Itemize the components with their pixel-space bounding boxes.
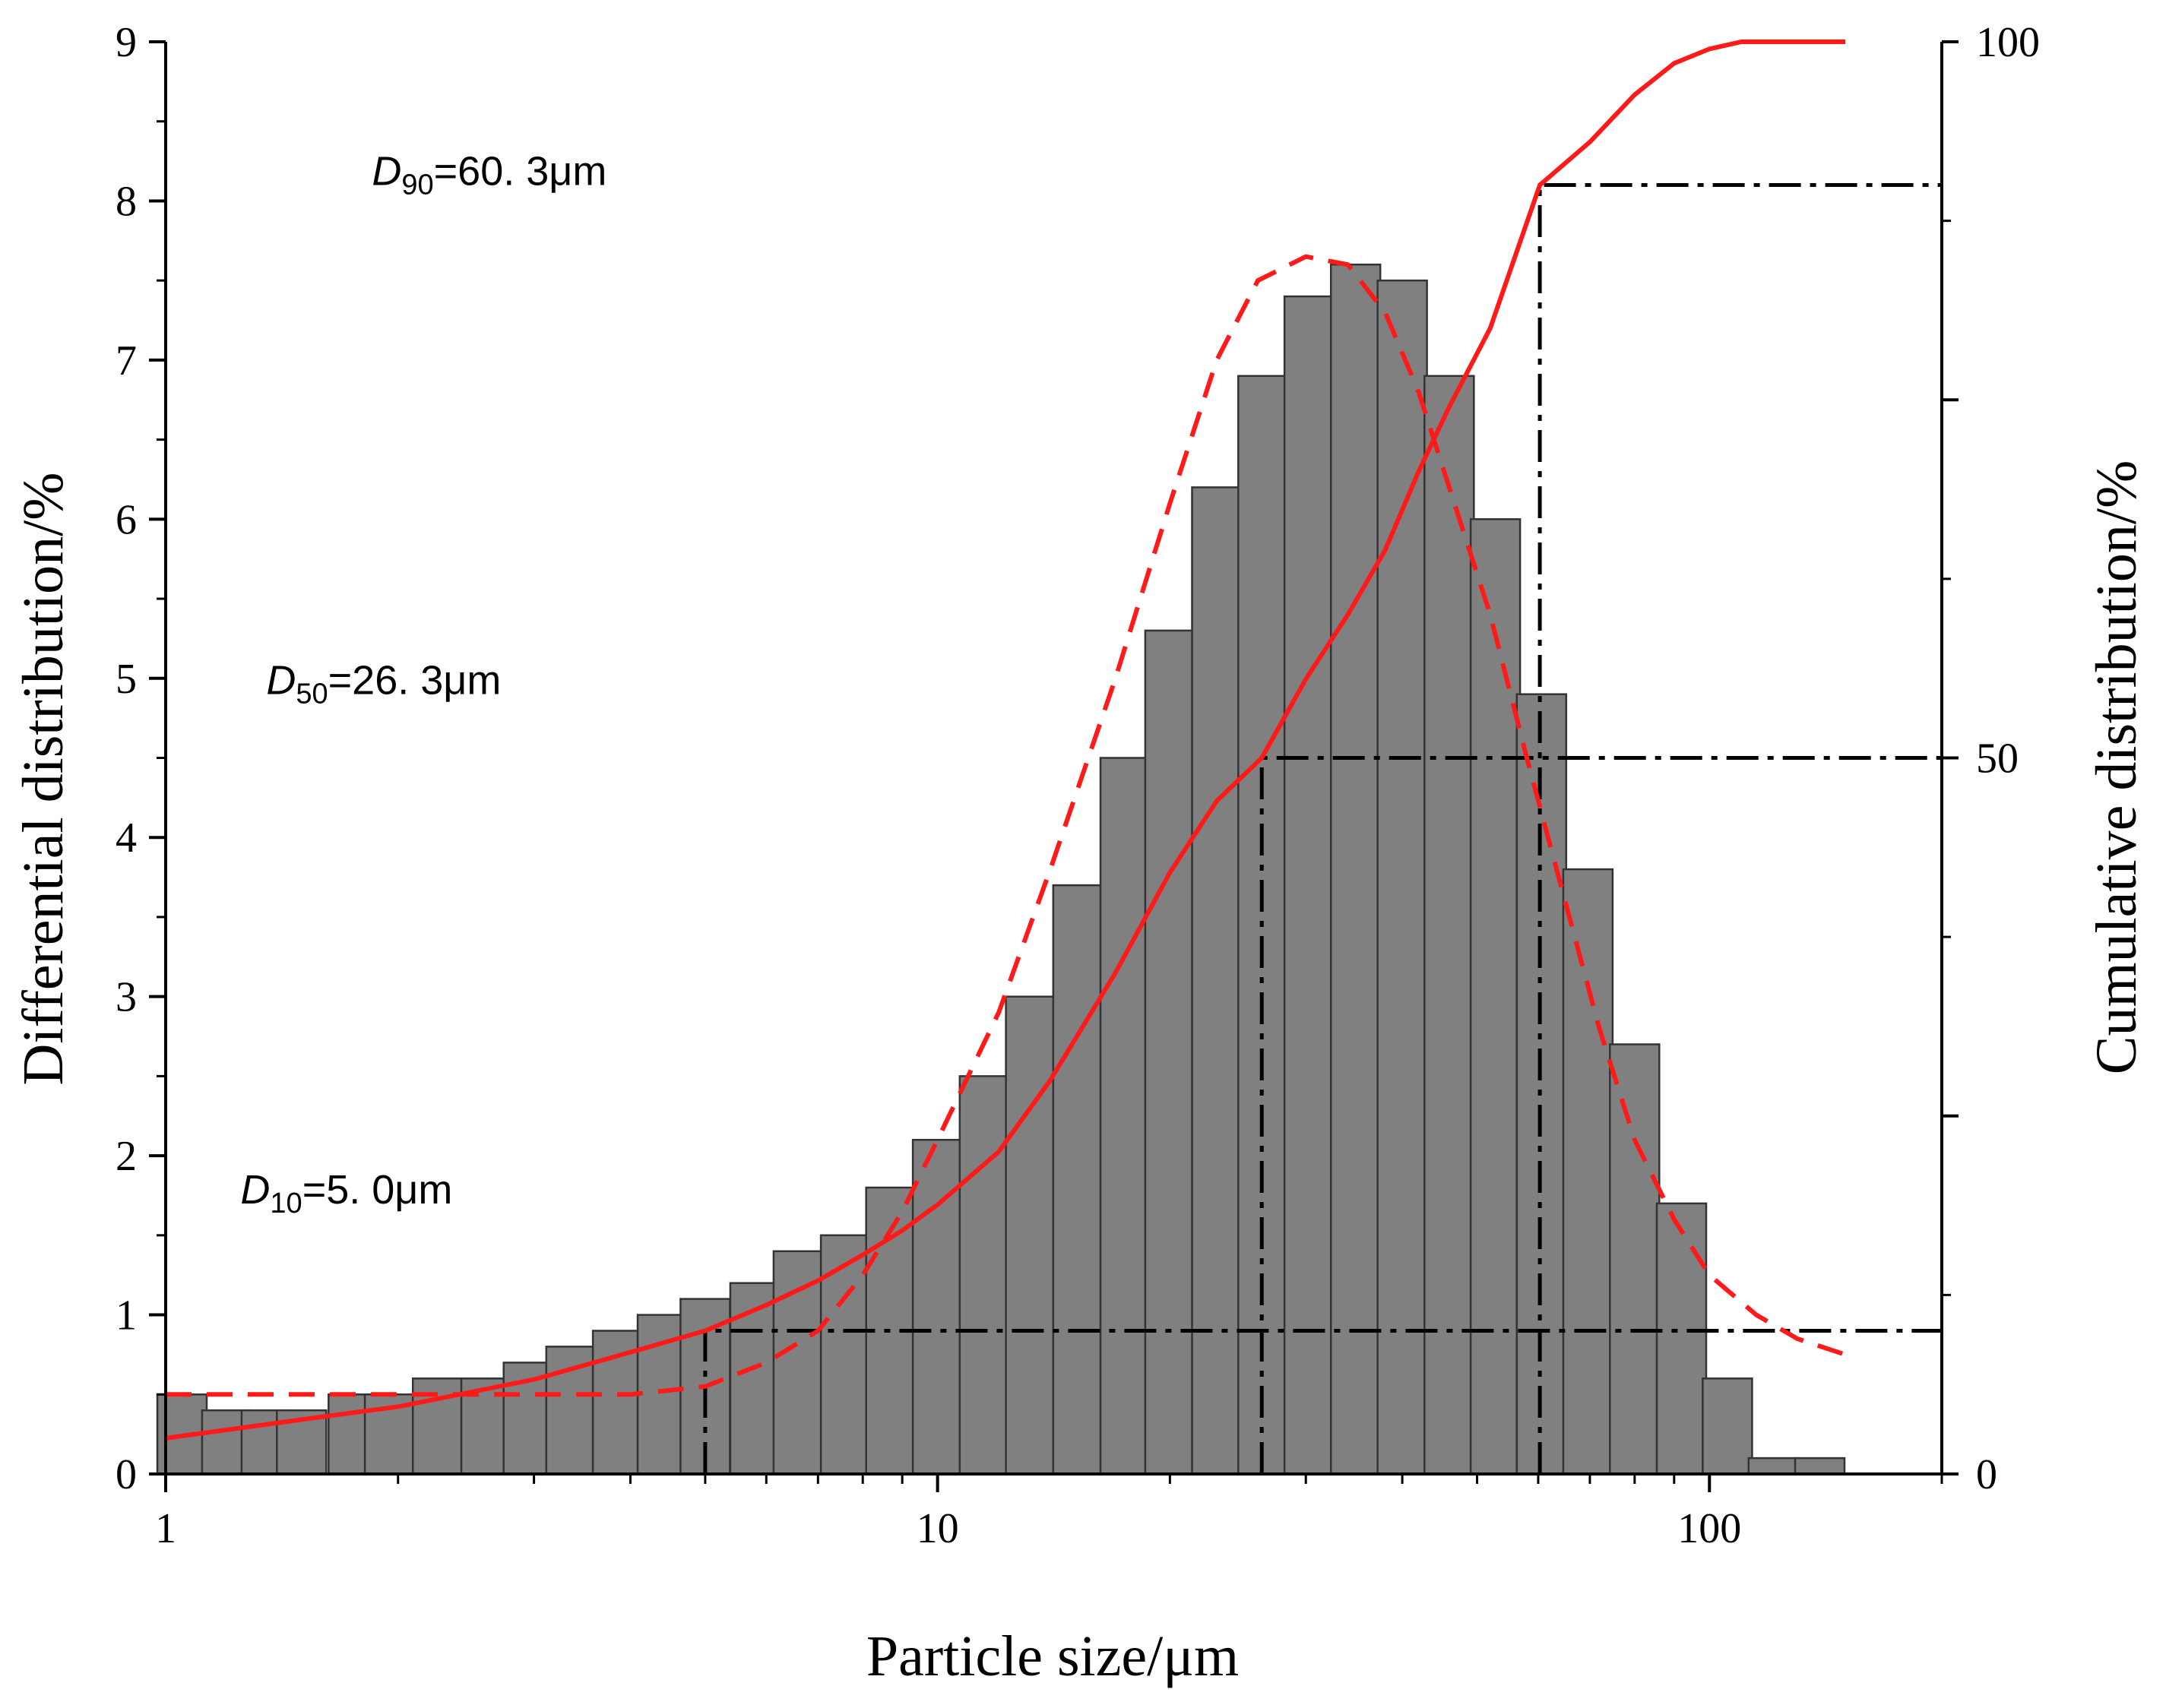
y-right-tick-label: 0 <box>1976 1451 1997 1498</box>
y-left-tick-label: 6 <box>116 496 137 543</box>
y-left-tick-label: 2 <box>116 1133 137 1180</box>
y-left-tick-label: 7 <box>116 337 137 384</box>
y-right-tick-label: 50 <box>1976 735 2019 783</box>
annotation-value: =5. 0μm <box>302 1167 453 1213</box>
y-left-tick-label: 4 <box>116 814 137 862</box>
annotation-subscript: 50 <box>296 678 328 710</box>
bar <box>1562 868 1614 1476</box>
x-tick-label: 100 <box>1677 1505 1741 1552</box>
y-left-tick-label: 1 <box>116 1292 137 1340</box>
plot-layer <box>156 40 1942 1476</box>
bar <box>1655 1202 1708 1476</box>
annotation-subscript: 90 <box>401 169 433 201</box>
bar <box>1794 1457 1846 1476</box>
differential-fit-curve <box>166 254 1847 1397</box>
annotation-d50: D50=26. 3μm <box>266 658 501 710</box>
annotation-d90: D90=60. 3μm <box>372 149 606 201</box>
annotation-value: =26. 3μm <box>328 658 502 704</box>
bar <box>1469 518 1522 1476</box>
bar <box>911 1138 964 1476</box>
bar <box>1191 486 1243 1476</box>
bar <box>1609 1043 1661 1476</box>
bar <box>1099 757 1151 1476</box>
bar <box>1702 1377 1753 1476</box>
bar <box>958 1075 1011 1476</box>
bar <box>772 1250 825 1476</box>
cumulative-curve <box>165 40 1846 1441</box>
bar <box>1329 263 1382 1476</box>
annotation-letter: D <box>240 1167 270 1213</box>
y-left-tick-label: 0 <box>116 1451 137 1498</box>
x-tick-label: 10 <box>917 1505 959 1552</box>
y-left-tick-label: 3 <box>116 974 137 1021</box>
annotation-value: =60. 3μm <box>434 149 607 195</box>
bar <box>1423 375 1475 1476</box>
bar <box>1376 279 1428 1476</box>
y-right-tick-label: 100 <box>1976 19 2040 66</box>
annotation-letter: D <box>266 658 296 704</box>
bar <box>1005 995 1056 1476</box>
x-tick-label: 1 <box>155 1505 176 1552</box>
y-left-tick-label: 8 <box>116 178 137 225</box>
annotation-letter: D <box>372 149 401 195</box>
y-left-tick-label: 5 <box>116 656 137 703</box>
bar <box>1052 884 1104 1476</box>
x-axis-title: Particle size/μm <box>866 1624 1239 1688</box>
bar <box>1747 1457 1800 1476</box>
annotation-d10: D10=5. 0μm <box>240 1167 452 1219</box>
y-axis-left-title: Differential distribution/% <box>11 473 75 1086</box>
y-left-tick-label: 9 <box>116 19 137 66</box>
y-axis-right-title: Cumulative distribution/% <box>2085 460 2149 1075</box>
bar <box>1283 295 1335 1476</box>
bar <box>1144 629 1196 1476</box>
annotation-subscript: 10 <box>270 1188 302 1219</box>
